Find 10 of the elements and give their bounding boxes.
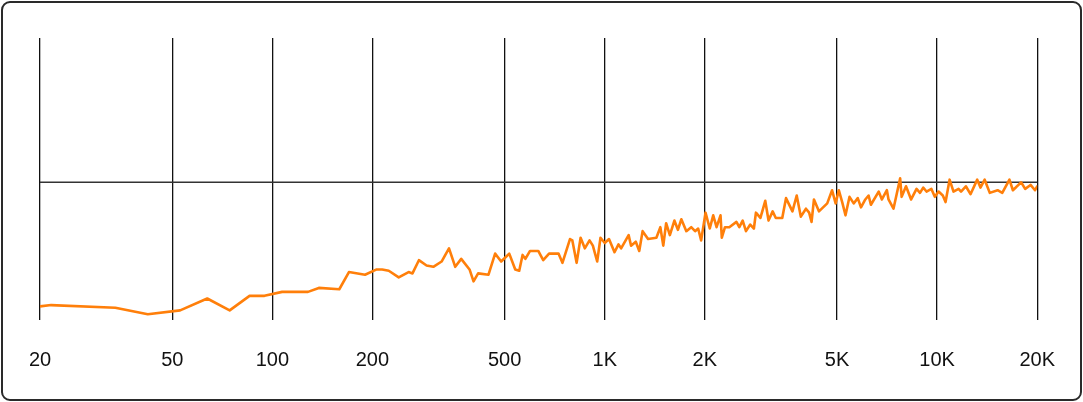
x-tick-label: 20 (28, 347, 52, 370)
x-tick-label: 500 (487, 347, 522, 370)
x-tick-label: 10K (919, 347, 956, 370)
x-tick-label: 50 (161, 347, 184, 370)
x-tick-label: 1K (592, 347, 618, 370)
x-tick-label: 2K (692, 347, 718, 370)
x-tick-label: 20K (1019, 347, 1056, 370)
x-tick-label: 100 (255, 347, 290, 370)
x-tick-label: 5K (824, 347, 850, 370)
x-tick-label: 200 (355, 347, 390, 370)
